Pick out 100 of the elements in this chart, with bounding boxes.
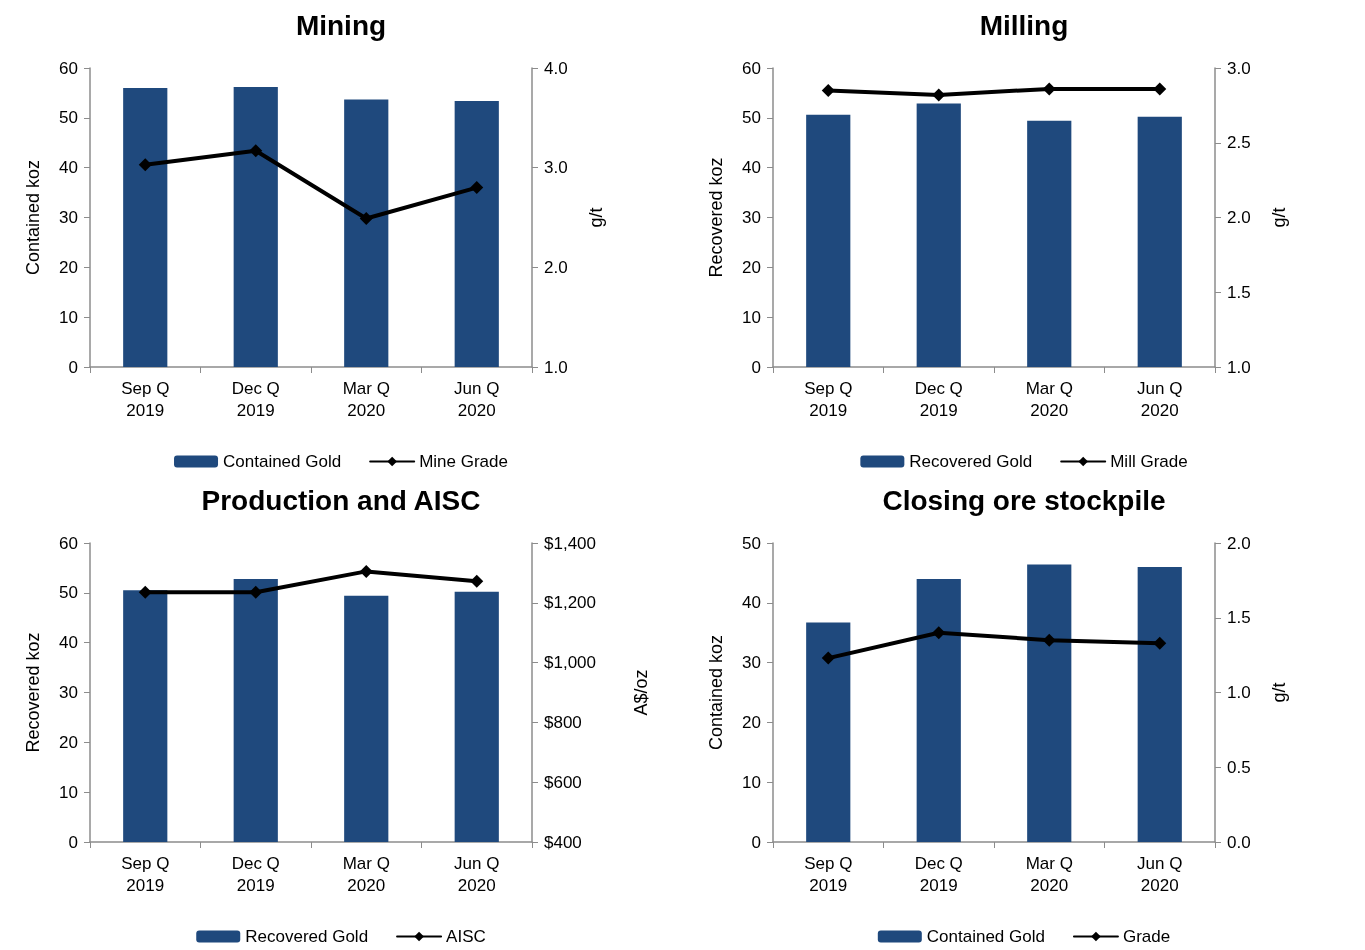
x-tick-label: Sep Q 2019 [804, 853, 853, 895]
point [138, 585, 152, 599]
bar [454, 591, 499, 842]
y-tick-label: 0 [751, 832, 761, 852]
y-tick-label: 10 [742, 772, 761, 792]
y2-tick-label: $1,400 [544, 533, 596, 553]
y-tick-label: 10 [59, 782, 78, 802]
y2-tick-label: 2.0 [544, 257, 568, 277]
point [932, 626, 946, 640]
y-axis-title: Contained koz [706, 634, 726, 751]
y-tick-label: 60 [59, 533, 78, 553]
bar [1137, 566, 1182, 842]
x-tick-label: Sep Q 2019 [121, 853, 170, 895]
x-tick-label: Jun Q 2020 [454, 378, 500, 420]
y2-tick-label: 1.5 [1227, 282, 1251, 302]
x-tick-label: Mar Q 2020 [1025, 853, 1073, 895]
legend-label: Mine Grade [419, 452, 508, 471]
point [359, 564, 373, 578]
y-tick-label: 10 [742, 307, 761, 327]
y-tick-label: 0 [68, 357, 78, 377]
chart-title: Milling [979, 9, 1069, 41]
point [821, 651, 835, 665]
x-tick-label: Sep Q 2019 [804, 378, 853, 420]
y-tick-label: 40 [59, 633, 78, 653]
point [821, 83, 835, 97]
point [470, 181, 484, 195]
y-tick-label: 10 [59, 307, 78, 327]
y2-tick-label: 1.0 [1227, 683, 1251, 702]
legend-label: Recovered Gold [909, 452, 1033, 471]
y2-tick-label: $1,000 [544, 653, 596, 673]
x-tick-label: Mar Q 2020 [342, 378, 390, 420]
y2-tick-label: 1.5 [1227, 608, 1251, 628]
y2-tick-label: $1,200 [544, 593, 596, 613]
chart-title: Production and AISC [201, 484, 481, 516]
y2-axis-title: g/t [1269, 207, 1289, 228]
bar [916, 578, 961, 842]
chart-title: Mining [295, 9, 387, 41]
y-axis-title: Recovered koz [23, 632, 43, 753]
y-axis-title: Recovered koz [706, 157, 726, 278]
y-tick-label: 30 [59, 683, 78, 702]
y-tick-label: 50 [742, 108, 761, 128]
x-tick-label: Dec Q 2019 [231, 853, 280, 895]
legend-label: AISC [446, 927, 486, 946]
point [138, 158, 152, 172]
y-tick-label: 20 [59, 257, 78, 277]
y-tick-label: 20 [742, 712, 761, 732]
x-tick-label: Mar Q 2020 [342, 853, 390, 895]
legend-label: Grade [1122, 927, 1171, 946]
y2-tick-label: 3.0 [544, 158, 568, 178]
legend-label: Contained Gold [926, 927, 1045, 946]
y2-tick-label: 1.0 [544, 357, 568, 377]
bar [806, 622, 851, 842]
y2-axis-title: g/t [1269, 682, 1289, 703]
y2-tick-label: 0.0 [1227, 832, 1251, 852]
y2-tick-label: 2.0 [1227, 533, 1251, 553]
y-tick-label: 30 [742, 208, 761, 227]
y-tick-label: 60 [59, 58, 78, 78]
point [249, 585, 263, 599]
y2-tick-label: $600 [544, 772, 582, 792]
y-tick-label: 40 [742, 593, 761, 613]
legend-label: Recovered Gold [245, 927, 369, 946]
y-tick-label: 40 [742, 158, 761, 178]
y-tick-label: 20 [742, 257, 761, 277]
y2-tick-label: 2.5 [1227, 133, 1251, 153]
y2-axis-title: A$/oz [631, 669, 651, 716]
y2-tick-label: 3.0 [1227, 58, 1251, 78]
bar [233, 578, 278, 842]
bar [123, 590, 168, 842]
x-tick-label: Dec Q 2019 [231, 378, 280, 420]
point [1153, 636, 1167, 650]
y-tick-label: 30 [742, 653, 761, 673]
y-tick-label: 0 [68, 832, 78, 852]
x-tick-label: Dec Q 2019 [914, 378, 963, 420]
y2-tick-label: 1.0 [1227, 357, 1251, 377]
point [1042, 82, 1056, 96]
x-tick-label: Mar Q 2020 [1025, 378, 1073, 420]
y2-axis-title: g/t [586, 207, 606, 228]
chart-title: Closing ore stockpile [882, 484, 1166, 516]
y-tick-label: 30 [59, 208, 78, 227]
bar [1027, 564, 1072, 842]
y-tick-label: 0 [751, 357, 761, 377]
y-axis-title: Contained koz [23, 159, 43, 276]
y2-tick-label: 4.0 [544, 58, 568, 78]
x-tick-label: Jun Q 2020 [1137, 378, 1183, 420]
y-tick-label: 50 [59, 583, 78, 603]
point [932, 88, 946, 102]
x-tick-label: Jun Q 2020 [454, 853, 500, 895]
y-tick-label: 50 [59, 108, 78, 128]
legend-label: Contained Gold [223, 452, 342, 471]
point [249, 144, 263, 158]
y-tick-label: 60 [742, 58, 761, 78]
x-tick-label: Dec Q 2019 [914, 853, 963, 895]
point [470, 574, 484, 588]
point [359, 212, 373, 225]
y-tick-label: 20 [59, 732, 78, 752]
point [1042, 633, 1056, 647]
legend-label: Mill Grade [1110, 452, 1188, 471]
point [1153, 82, 1167, 96]
y2-tick-label: 2.0 [1227, 208, 1251, 227]
y-tick-label: 40 [59, 158, 78, 178]
